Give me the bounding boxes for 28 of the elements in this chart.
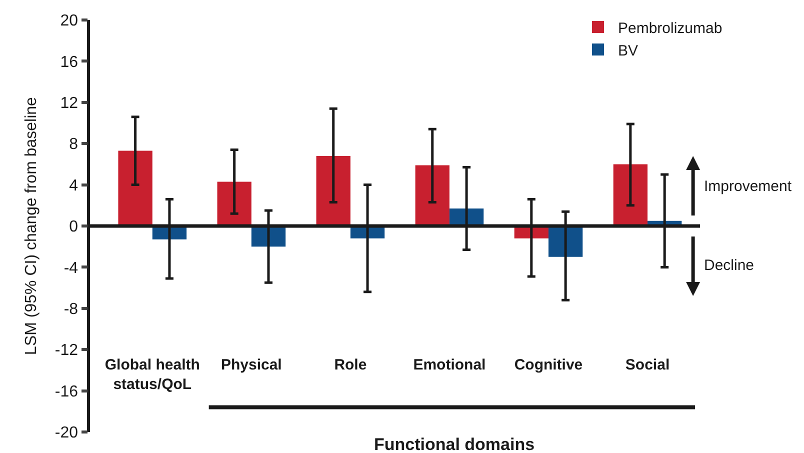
y-tick-label: -4	[64, 260, 78, 277]
y-tick-label: -8	[64, 301, 78, 318]
x-tick-label: Cognitive	[514, 356, 583, 374]
y-tick-label: 16	[60, 54, 78, 71]
legend-label: BV	[618, 42, 638, 60]
y-axis-title: LSM (95% CI) change from baseline	[22, 96, 40, 355]
x-tick-label: Role	[334, 356, 367, 374]
y-tick-label: 20	[60, 12, 78, 30]
x-tick-label: Social	[625, 356, 670, 374]
y-tick-label: 0	[69, 218, 78, 236]
text: Decline	[704, 257, 754, 274]
bar	[118, 150, 152, 226]
bar	[613, 164, 648, 226]
y-tick-label: 4	[69, 177, 78, 194]
text: Improvement	[704, 178, 792, 195]
bar	[316, 156, 350, 226]
x-tick-label: Emotional	[413, 356, 486, 374]
bar	[415, 165, 450, 226]
bar	[217, 182, 252, 226]
y-tick-label: 8	[69, 136, 78, 154]
legend-label: Pembrolizumab	[618, 20, 722, 37]
y-tick-label: -16	[54, 383, 78, 400]
x-tick-label: Physical	[220, 356, 282, 374]
y-tick-label: 12	[60, 95, 78, 112]
y-tick-label: -12	[54, 342, 78, 360]
x-axis-title: Functional domains	[374, 435, 535, 453]
y-tick-label: -20	[54, 424, 78, 442]
x-tick-label: Global health status/QoL	[104, 356, 200, 394]
